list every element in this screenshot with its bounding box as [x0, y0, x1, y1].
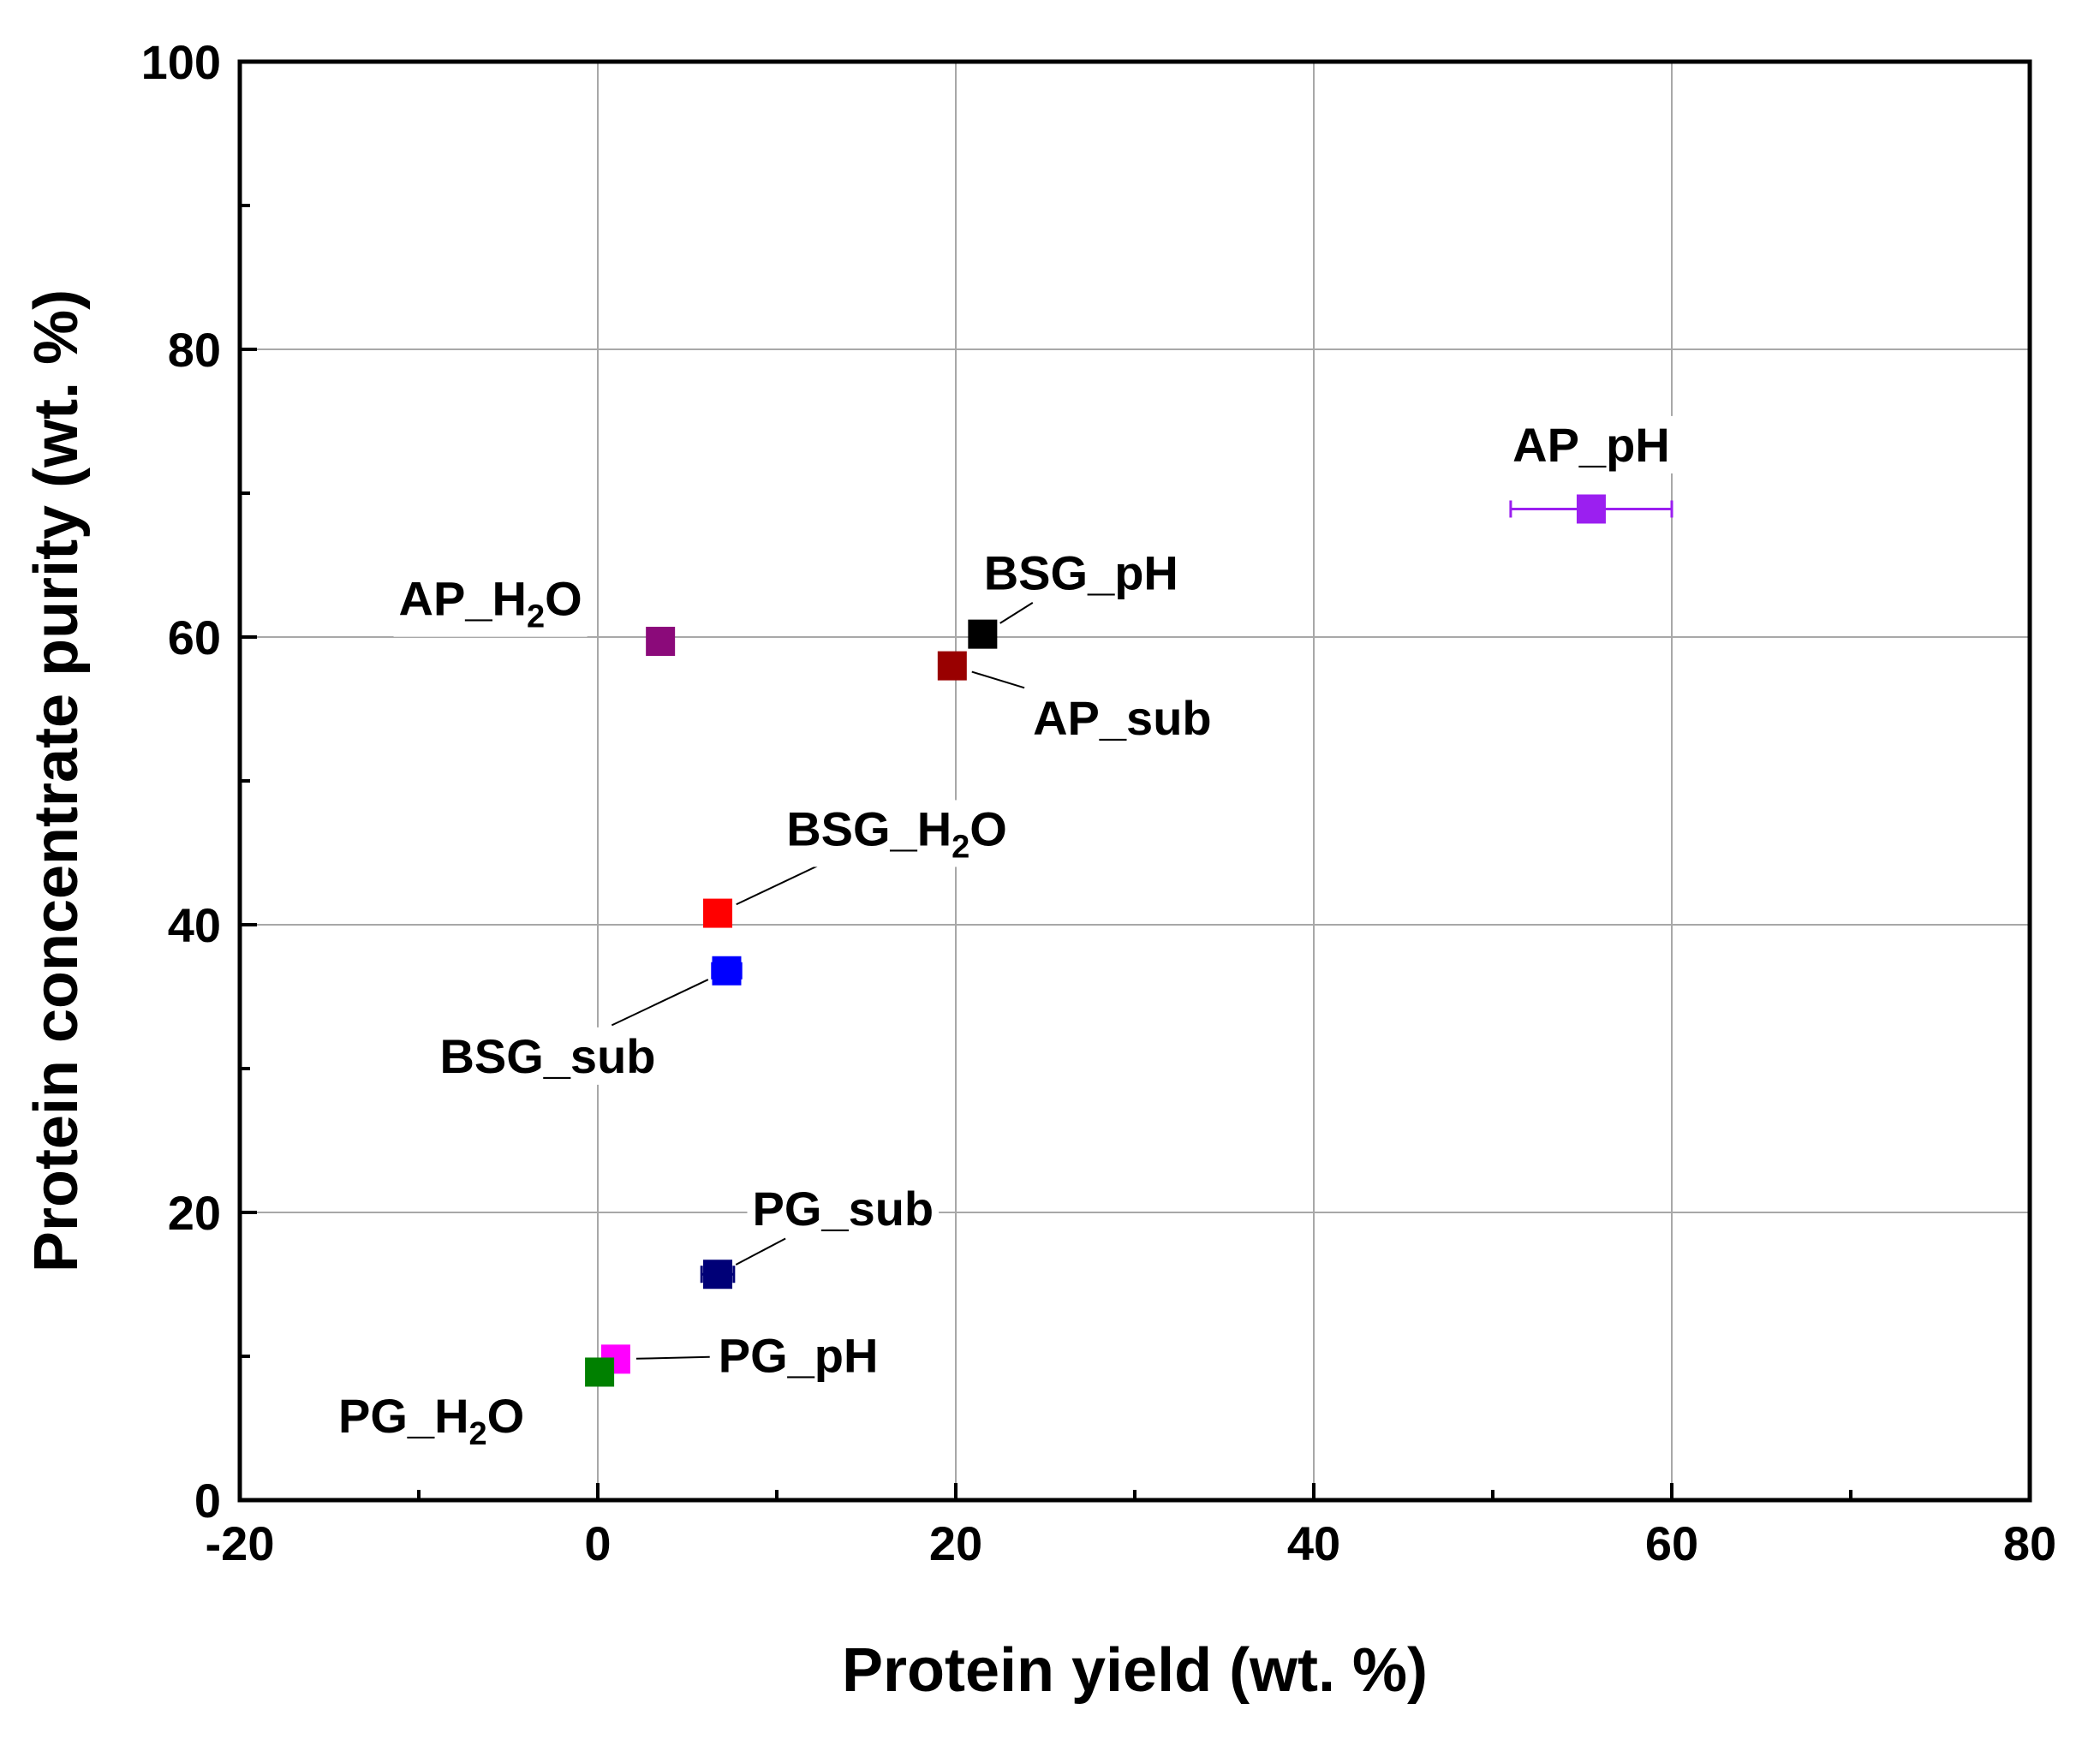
- leader-line-BSG_pH: [999, 602, 1034, 624]
- point-AP_pH: [1576, 494, 1606, 524]
- point-PG_sub: [703, 1260, 733, 1289]
- label-BSG_sub: BSG_sub: [439, 1029, 655, 1083]
- data-points: [585, 494, 1673, 1387]
- x-tick-label: -20: [206, 1516, 275, 1570]
- y-axis-title: Protein concentrate purity (wt. %): [22, 289, 91, 1272]
- point-AP_H2O: [646, 627, 676, 657]
- point-AP_sub: [937, 651, 967, 681]
- label-AP_sub: AP_sub: [1033, 691, 1212, 745]
- x-tick-label: 60: [1645, 1516, 1698, 1570]
- label-AP_H2O: AP_H2O: [399, 572, 582, 635]
- label-halo: [713, 1326, 884, 1385]
- label-halo: [333, 1386, 530, 1454]
- leader-line-BSG_H2O: [736, 862, 824, 906]
- label-PG_H2O: PG_H2O: [338, 1389, 524, 1452]
- x-tick-label: 80: [2003, 1516, 2056, 1570]
- label-BSG_pH: BSG_pH: [984, 545, 1178, 599]
- y-tick-label: 80: [168, 323, 221, 377]
- label-halo: [747, 1179, 940, 1237]
- label-AP_pH: AP_pH: [1512, 418, 1670, 472]
- point-PG_H2O: [585, 1357, 615, 1387]
- label-halo: [393, 569, 588, 637]
- label-halo: [1028, 689, 1217, 747]
- leader-line-PG_pH: [635, 1355, 710, 1360]
- leader-line-AP_sub: [971, 670, 1025, 689]
- y-tick-label: 40: [168, 898, 221, 952]
- point-BSG_pH: [968, 619, 998, 649]
- y-tick-label: 20: [168, 1186, 221, 1240]
- label-PG_pH: PG_pH: [719, 1328, 879, 1382]
- x-tick-label: 0: [584, 1516, 611, 1570]
- leader-line-BSG_sub: [611, 979, 709, 1027]
- y-tick-label: 100: [141, 35, 221, 89]
- label-halo: [1507, 415, 1675, 473]
- x-tick-label: 40: [1287, 1516, 1340, 1570]
- label-halo: [978, 544, 1184, 602]
- y-tick-label: 60: [168, 610, 221, 664]
- grid-lines: [240, 62, 2030, 1500]
- x-tick-label: 20: [929, 1516, 982, 1570]
- x-axis-title: Protein yield (wt. %): [842, 1636, 1428, 1705]
- point-BSG_sub: [712, 956, 742, 986]
- leader-line-PG_sub: [735, 1237, 786, 1266]
- point-labels: AP_pH BSG_pH AP_H2O AP_sub BSG_H2O BSG_sub PG_…: [333, 415, 1675, 1454]
- label-BSG_H2O: BSG_H2O: [786, 801, 1007, 865]
- point-BSG_H2O: [703, 898, 733, 928]
- label-halo: [781, 800, 1012, 867]
- label-halo: [434, 1027, 661, 1085]
- y-tick-label: 0: [194, 1474, 221, 1528]
- label-PG_sub: PG_sub: [753, 1182, 934, 1236]
